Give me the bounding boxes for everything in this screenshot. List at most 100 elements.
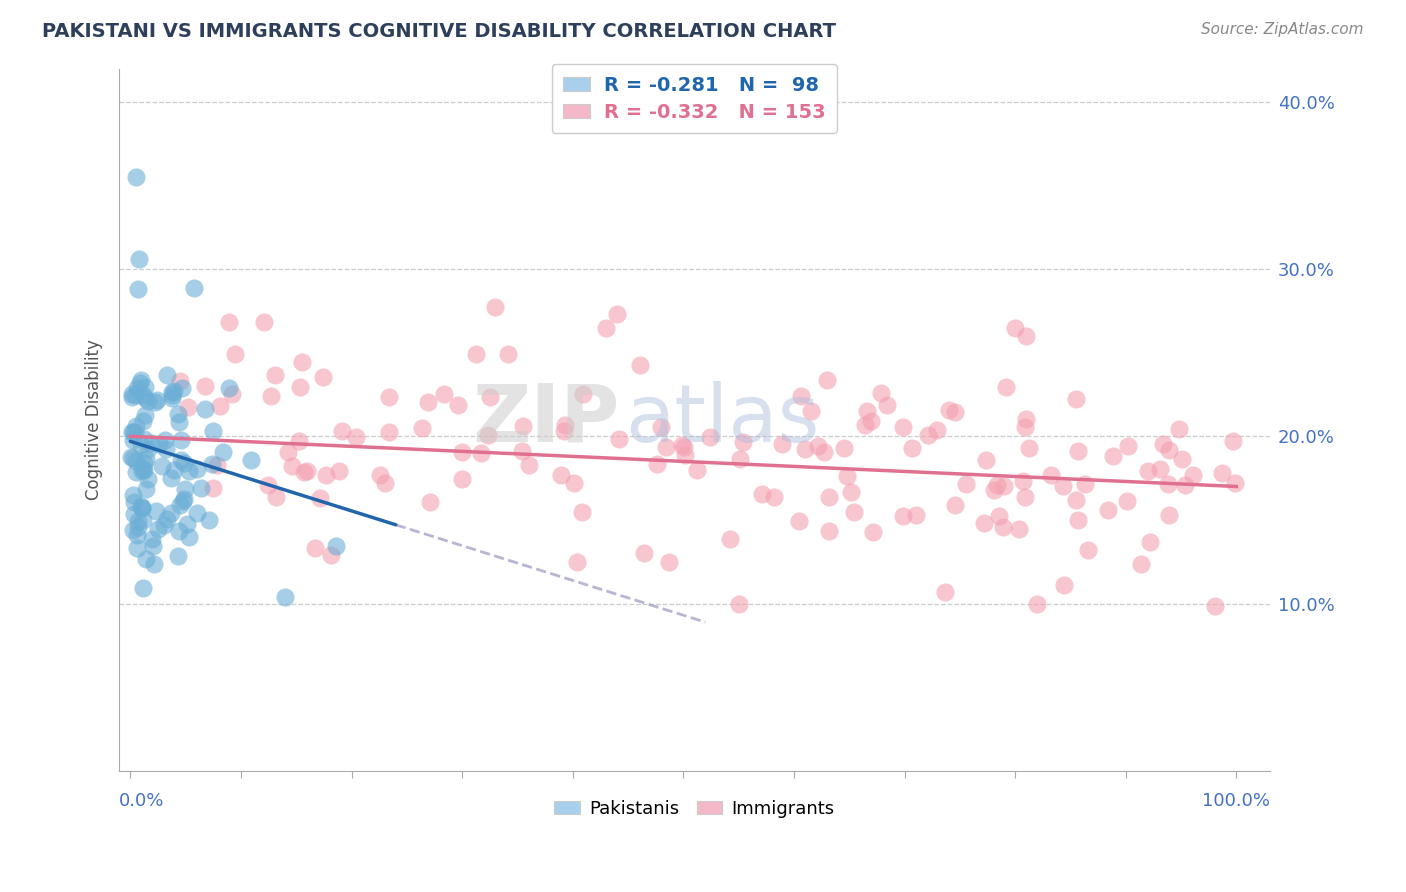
Point [125,528,148,542]
Point [1014,490,1036,504]
Point [1118,439,1140,453]
Point [567,555,589,569]
Point [124,387,146,401]
Text: atlas: atlas [626,381,820,458]
Point [121,390,143,404]
Point [169,498,191,512]
Point [194,379,217,393]
Point [173,491,195,506]
Point [645,457,668,471]
Point [1173,478,1195,492]
Point [127,514,149,528]
Point [1053,578,1076,592]
Point [132,581,155,595]
Point [176,517,198,532]
Point [378,391,401,405]
Point [146,392,169,407]
Point [127,541,149,555]
Point [328,464,350,478]
Point [807,439,830,453]
Point [136,442,159,456]
Point [571,505,593,519]
Point [672,440,695,454]
Point [155,368,177,383]
Point [1004,320,1026,334]
Point [297,464,319,478]
Point [134,391,156,405]
Point [167,407,190,421]
Text: ZIP: ZIP [472,381,620,458]
Point [856,404,879,418]
Point [169,374,191,388]
Point [162,391,184,405]
Point [346,430,368,444]
Point [124,425,146,440]
Point [378,425,401,440]
Point [186,506,208,520]
Point [835,469,858,483]
Point [1222,434,1244,449]
Point [264,490,287,504]
Point [132,462,155,476]
Point [132,414,155,428]
Point [135,482,157,496]
Point [122,495,145,509]
Point [145,504,167,518]
Point [419,494,441,508]
Point [818,524,841,539]
Point [512,419,534,434]
Point [562,475,585,490]
Point [1026,597,1049,611]
Point [146,523,169,537]
Point [904,508,927,522]
Point [330,424,353,438]
Point [1157,442,1180,457]
Point [163,384,186,398]
Point [122,488,145,502]
Point [253,315,276,329]
Point [132,456,155,470]
Point [770,437,793,451]
Point [498,347,520,361]
Legend: Pakistanis, Immigrants: Pakistanis, Immigrants [547,792,842,825]
Point [470,446,492,460]
Point [174,482,197,496]
Point [122,523,145,537]
Point [128,252,150,266]
Point [1067,444,1090,458]
Point [794,442,817,456]
Point [148,437,170,451]
Point [288,434,311,448]
Point [135,452,157,467]
Point [135,552,157,566]
Point [517,458,540,472]
Point [633,546,655,560]
Point [134,463,156,477]
Point [1018,441,1040,455]
Point [938,403,960,417]
Point [172,494,194,508]
Point [122,433,145,447]
Point [1102,449,1125,463]
Point [132,388,155,402]
Point [943,498,966,512]
Point [876,398,898,412]
Point [1136,464,1159,478]
Point [1225,475,1247,490]
Point [686,462,709,476]
Point [155,442,177,456]
Point [321,549,343,563]
Point [160,471,183,485]
Point [211,445,233,459]
Point [891,419,914,434]
Point [128,376,150,390]
Point [673,448,696,462]
Point [1157,508,1180,523]
Point [974,453,997,467]
Point [606,307,628,321]
Text: PAKISTANI VS IMMIGRANTS COGNITIVE DISABILITY CORRELATION CHART: PAKISTANI VS IMMIGRANTS COGNITIVE DISABI… [42,22,837,41]
Point [177,464,200,478]
Point [433,387,456,401]
Point [129,373,152,387]
Point [170,381,193,395]
